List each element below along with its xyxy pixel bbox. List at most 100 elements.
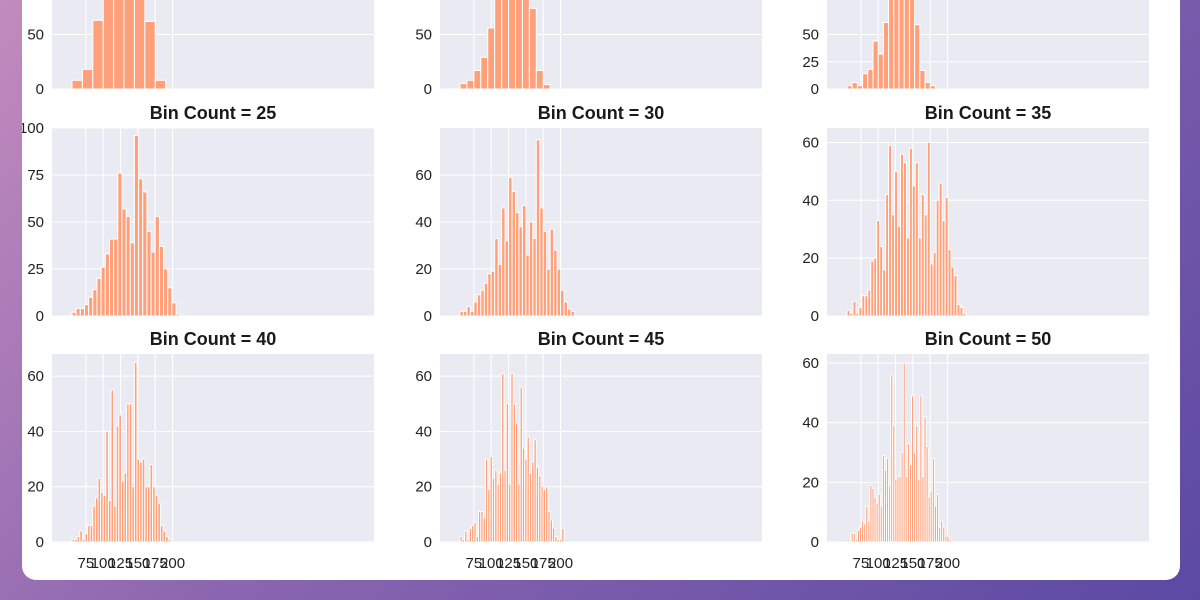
histogram-bar <box>508 176 513 317</box>
histogram-bar <box>867 68 874 90</box>
histogram-bar <box>931 457 935 543</box>
x-tick-label: 100 <box>479 555 504 572</box>
y-tick-label: 75 <box>27 167 44 184</box>
y-tick-label: 0 <box>36 534 44 551</box>
y-tick-label: 0 <box>811 81 819 98</box>
histogram-bar <box>494 237 499 317</box>
histogram-bar <box>163 268 169 317</box>
histogram-bar <box>75 307 81 317</box>
x-tick-label: 125 <box>883 555 908 572</box>
x-tick-label: 200 <box>935 555 960 572</box>
histogram-bar <box>118 414 122 543</box>
y-tick-label: 60 <box>27 368 44 385</box>
histogram-bar <box>929 85 936 90</box>
histogram-bar <box>142 191 148 317</box>
histogram-bar <box>521 0 530 90</box>
histogram-bar <box>546 268 551 317</box>
histogram-bar <box>846 538 850 543</box>
histogram-bar <box>532 237 537 317</box>
histogram-bar <box>167 287 173 317</box>
x-tick-label: 200 <box>160 555 185 572</box>
histogram-bar <box>92 289 98 317</box>
histogram-bar <box>462 310 468 317</box>
histogram-bar <box>466 79 475 90</box>
y-tick-label: 20 <box>802 250 819 267</box>
histogram-bar <box>150 251 156 317</box>
histogram-bar <box>535 69 544 90</box>
y-tick-label: 0 <box>811 534 819 551</box>
y-tick-label: 60 <box>802 134 819 151</box>
histogram-bar <box>117 172 123 317</box>
x-tick-label: 150 <box>513 555 538 572</box>
histogram-bar <box>113 238 119 317</box>
histogram-bar <box>487 27 496 90</box>
histogram-bar <box>133 0 146 90</box>
y-tick-label: 25 <box>27 261 44 278</box>
histogram-bar <box>476 294 482 317</box>
y-tick-label: 20 <box>415 479 432 496</box>
histogram-bar <box>133 135 140 317</box>
histogram-bar <box>919 69 926 90</box>
histogram-bar <box>851 81 858 90</box>
y-tick-label: 0 <box>36 308 44 325</box>
y-tick-label: 0 <box>36 81 44 98</box>
histogram-bar <box>133 361 138 543</box>
histogram-bar <box>852 532 856 543</box>
panel-title: Bin Count = 35 <box>925 103 1052 123</box>
histogram-bar <box>113 0 125 90</box>
histogram-bar <box>480 289 485 317</box>
histogram-bar <box>553 249 558 317</box>
histogram-bar <box>83 304 90 317</box>
histogram-bar <box>501 207 506 317</box>
histogram-bar <box>953 275 958 317</box>
y-tick-label: 0 <box>424 534 432 551</box>
y-tick-label: 20 <box>802 474 819 491</box>
panel-title: Bin Count = 45 <box>538 329 665 349</box>
y-tick-label: 40 <box>802 415 819 432</box>
histogram-bar <box>464 530 468 543</box>
x-tick-label: 75 <box>78 555 95 572</box>
histogram-bar <box>511 190 516 317</box>
y-tick-label: 50 <box>802 27 819 44</box>
histogram-bar <box>556 268 562 317</box>
x-tick-label: 175 <box>531 555 556 572</box>
x-tick-label: 100 <box>866 555 891 572</box>
histogram-bar <box>914 24 921 90</box>
histogram-bar <box>959 306 964 317</box>
histogram-bar <box>102 0 115 90</box>
histogram-bar <box>549 228 555 317</box>
x-tick-label: 125 <box>496 555 521 572</box>
histogram-bar <box>542 230 548 317</box>
x-tick-label: 75 <box>853 555 870 572</box>
histogram-bar <box>935 493 940 543</box>
histogram-bar <box>466 306 471 317</box>
y-tick-label: 0 <box>424 81 432 98</box>
histogram-bar <box>948 538 952 543</box>
histogram-bar <box>129 242 135 317</box>
histogram-bar <box>888 0 895 90</box>
histogram-bar <box>494 0 503 90</box>
histogram-bar <box>110 389 115 543</box>
histogram-bar <box>528 7 537 90</box>
histogram-bar <box>473 522 477 543</box>
y-tick-label: 50 <box>27 27 44 44</box>
histogram-bar <box>551 527 556 543</box>
histogram-bar <box>882 22 890 90</box>
histogram-bar <box>514 422 519 543</box>
histogram-bar <box>100 266 106 317</box>
histogram-bar <box>567 308 572 317</box>
histogram-bar <box>561 527 565 543</box>
histogram-bar <box>528 221 534 317</box>
y-tick-label: 0 <box>811 308 819 325</box>
histogram-bar <box>924 81 931 90</box>
histogram-bar <box>171 302 177 317</box>
histogram-bar <box>497 263 503 317</box>
y-tick-label: 40 <box>415 423 432 440</box>
histogram-bar <box>157 502 161 543</box>
histogram-bar <box>469 310 475 317</box>
histogram-bar <box>514 0 523 90</box>
y-tick-label: 40 <box>27 423 44 440</box>
histogram-bar <box>508 0 516 90</box>
histogram-bar <box>542 84 551 90</box>
